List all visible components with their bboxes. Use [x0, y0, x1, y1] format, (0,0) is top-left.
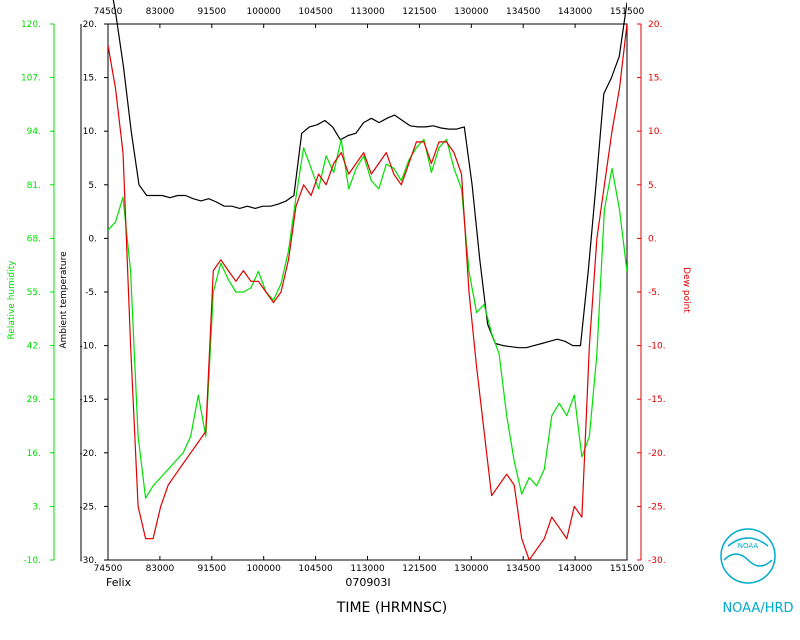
x-tick-top-label: 83000: [146, 7, 175, 17]
x-tick-bottom-label: 151500: [610, 564, 645, 574]
rh-tick-label: -10.: [23, 556, 41, 566]
x-tick-bottom-label: 113000: [350, 564, 385, 574]
series-line-dew-point: [108, 23, 627, 561]
temp-axis-label: Ambient temperature: [59, 251, 69, 349]
rh-tick-label: 107.: [21, 74, 41, 84]
temp-tick-label: 10.: [83, 127, 97, 137]
temp-tick-label: 0.: [88, 234, 97, 244]
x-tick-bottom-label: 143000: [558, 564, 593, 574]
temp-tick-label: 15.: [83, 74, 97, 84]
dewpoint-tick-label: -30.: [648, 556, 666, 566]
rh-tick-label: 55.: [27, 288, 41, 298]
rh-tick-label: 29.: [27, 395, 41, 405]
rh-tick-label: 68.: [27, 234, 41, 244]
temp-tick-label: -5.: [85, 288, 97, 298]
x-axis-top: 74500 83000 91500 100000 104500 113000 121500 1…: [94, 7, 645, 28]
dewpoint-tick-label: 15.: [648, 74, 662, 84]
dewpoint-tick-label: -20.: [648, 449, 666, 459]
x-tick-top-label: 151500: [610, 7, 645, 17]
rh-axis-label: Relative humidity: [7, 260, 17, 340]
noaa-logo: NOAA: [720, 528, 776, 584]
x-tick-top-label: 74500: [94, 7, 123, 17]
x-tick-bottom-label: 91500: [197, 564, 226, 574]
dewpoint-tick-label: 20.: [648, 20, 662, 30]
temp-tick-label: -30.: [79, 556, 97, 566]
dewpoint-tick-label: -5.: [648, 288, 660, 298]
temp-tick-label: 20.: [83, 20, 97, 30]
x-tick-top-label: 113000: [350, 7, 385, 17]
temp-tick-label: -15.: [79, 395, 97, 405]
x-tick-top-label: 121500: [402, 7, 437, 17]
x-tick-top-label: 100000: [247, 7, 282, 17]
x-axis-title: TIME (HRMNSC): [336, 600, 447, 616]
noaa-hrd-label: NOAA/HRD: [722, 601, 793, 616]
temp-tick-label: -10.: [79, 342, 97, 352]
x-tick-top-label: 134500: [506, 7, 541, 17]
plot-frame: [107, 23, 628, 561]
noaa-logo-text: NOAA: [738, 542, 759, 550]
series-line-relative-humidity: [108, 138, 627, 499]
rh-tick-label: 94.: [27, 127, 41, 137]
rh-tick-label: 16.: [27, 449, 41, 459]
dewpoint-tick-label: -25.: [648, 502, 666, 512]
temp-axis-ticks: 20. 15. 10. 5. 0. -5. -10. -15. -20. -25. -30.: [79, 20, 108, 566]
date-label: 070903I: [345, 576, 390, 589]
series-layer: [108, 0, 627, 561]
rh-axis-ticks: 120. 107. 94. 81. 68. 55. 42. 29. 16. 3. -10.: [21, 20, 54, 566]
x-tick-bottom-label: 74500: [94, 564, 123, 574]
dewpoint-axis-label: Dew point: [681, 267, 691, 313]
x-axis-bottom: 74500 83000 91500 100000 104500 113000 121500 1…: [94, 556, 645, 574]
rh-tick-label: 81.: [27, 181, 41, 191]
dewpoint-tick-label: 0.: [648, 234, 657, 244]
temp-tick-label: 5.: [88, 181, 97, 191]
x-tick-bottom-label: 130000: [454, 564, 489, 574]
rh-tick-label: 42.: [27, 342, 41, 352]
x-tick-top-label: 130000: [454, 7, 489, 17]
rh-tick-label: 3.: [32, 502, 41, 512]
dewpoint-tick-label: -15.: [648, 395, 666, 405]
storm-label: Felix: [106, 576, 132, 589]
series-line-ambient-temperature: [112, 0, 627, 349]
dewpoint-tick-label: -10.: [648, 342, 666, 352]
x-tick-bottom-label: 134500: [506, 564, 541, 574]
dewpoint-tick-label: 5.: [648, 181, 657, 191]
temp-tick-label: -25.: [79, 502, 97, 512]
x-tick-bottom-label: 100000: [247, 564, 282, 574]
rh-tick-label: 120.: [21, 20, 41, 30]
dewpoint-tick-label: 10.: [648, 127, 662, 137]
temp-tick-label: -20.: [79, 449, 97, 459]
x-tick-bottom-label: 104500: [298, 564, 333, 574]
x-tick-top-label: 91500: [197, 7, 226, 17]
x-tick-bottom-label: 83000: [146, 564, 175, 574]
x-tick-top-label: 143000: [558, 7, 593, 17]
x-tick-bottom-label: 121500: [402, 564, 437, 574]
dewpoint-axis-ticks: 20. 15. 10. 5. 0. -5. -10. -15. -20. -25. -30.: [637, 20, 666, 566]
x-tick-top-label: 104500: [298, 7, 333, 17]
